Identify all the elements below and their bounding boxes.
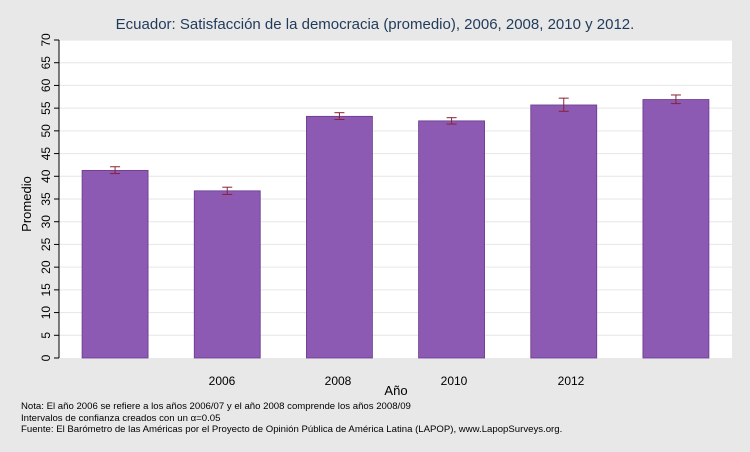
y-tick-label: 35: [39, 192, 53, 206]
bar: [530, 104, 598, 359]
note-line: Nota: El año 2006 se refiere a los años …: [21, 401, 411, 412]
y-tick-label: 45: [39, 147, 53, 161]
x-tick-label: 2006: [209, 374, 236, 388]
bar: [642, 99, 710, 359]
chart-title: Ecuador: Satisfacción de la democracia (…: [115, 16, 635, 33]
y-tick-label: 10: [39, 306, 53, 320]
x-tick-label: 2008: [325, 374, 352, 388]
y-axis-title: Promedio: [19, 176, 34, 232]
note-line: Intervalos de confianza creados con un α…: [21, 412, 221, 424]
y-tick-label: 55: [39, 101, 53, 115]
y-tick-label: 25: [39, 237, 53, 251]
y-tick-label: 70: [39, 33, 53, 47]
y-tick-label: 0: [39, 354, 53, 361]
x-tick-label: 2010: [441, 374, 468, 388]
chart-notes: Nota: El año 2006 se refiere a los años …: [21, 401, 562, 436]
bar: [418, 120, 485, 359]
x-axis-title: Año: [384, 383, 407, 398]
x-tick-label: 2012: [558, 374, 585, 388]
note-line: Fuente: El Barómetro de las Américas por…: [21, 424, 563, 435]
y-tick-label: 50: [39, 124, 53, 138]
bar: [81, 169, 149, 359]
y-tick-label: 5: [39, 332, 53, 339]
y-tick-label: 30: [39, 215, 53, 229]
bar: [306, 115, 373, 359]
y-tick-label: 20: [39, 260, 53, 274]
y-tick-label: 15: [39, 283, 53, 297]
y-tick-label: 40: [39, 169, 53, 183]
y-tick-label: 60: [39, 78, 53, 92]
bar: [193, 190, 261, 359]
y-tick-label: 65: [39, 56, 53, 70]
